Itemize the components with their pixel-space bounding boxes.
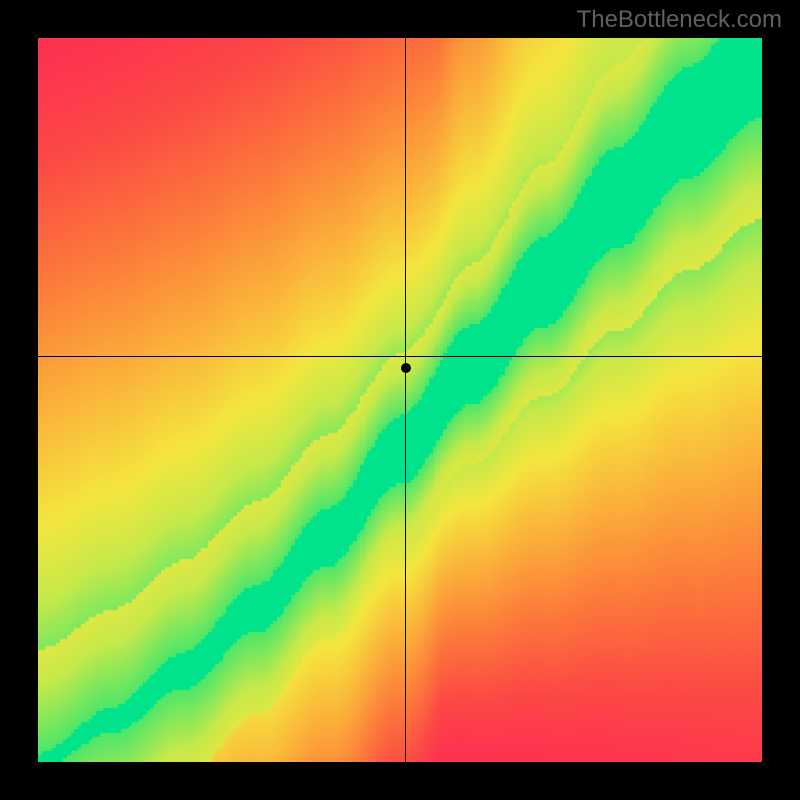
marker-dot <box>401 363 411 373</box>
crosshair-horizontal <box>38 356 762 357</box>
heatmap-canvas <box>38 38 762 762</box>
crosshair-vertical <box>405 38 406 762</box>
root: TheBottleneck.com <box>0 0 800 800</box>
plot-area <box>38 38 762 762</box>
watermark-text: TheBottleneck.com <box>577 6 782 34</box>
